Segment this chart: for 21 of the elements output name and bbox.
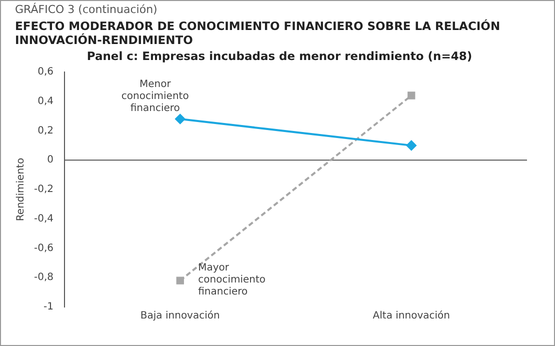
y-tick-label: 0,6 <box>38 66 54 78</box>
y-tick-label: -0,4 <box>34 213 54 224</box>
series-label: Mayor conocimiento financiero <box>198 262 266 298</box>
y-tick-label: 0,4 <box>38 96 54 107</box>
point <box>176 276 184 284</box>
point <box>175 114 186 124</box>
text: GRÁFICO 3 (continuación) <box>15 3 158 16</box>
y-tick-label: -0,2 <box>34 184 54 196</box>
point <box>408 92 416 100</box>
x-tick-label: Alta innovación <box>372 310 450 322</box>
series-label: Menor conocimiento financiero <box>121 79 189 114</box>
y-tick-label: -0,6 <box>34 242 54 254</box>
y-tick-label: -1 <box>44 302 54 313</box>
y-tick-label: 0,2 <box>38 125 54 136</box>
point <box>406 140 416 150</box>
y-tick-label: -0,8 <box>34 272 54 284</box>
chart-title: EFECTO MODERADOR DE CONOCIMIENTO FINANCIERO SOBRE LA RELACIÓN INNOVACIÓN-RENDIMIENTO <box>15 19 502 47</box>
y-axis-title: Rendimiento <box>16 158 27 222</box>
y-tick-label: 0 <box>47 154 54 166</box>
x-tick-label: Baja innovación <box>140 310 220 322</box>
chart-subtitle: Panel c: Empresas incubadas de menor rendimiento (n=48) <box>86 49 474 63</box>
